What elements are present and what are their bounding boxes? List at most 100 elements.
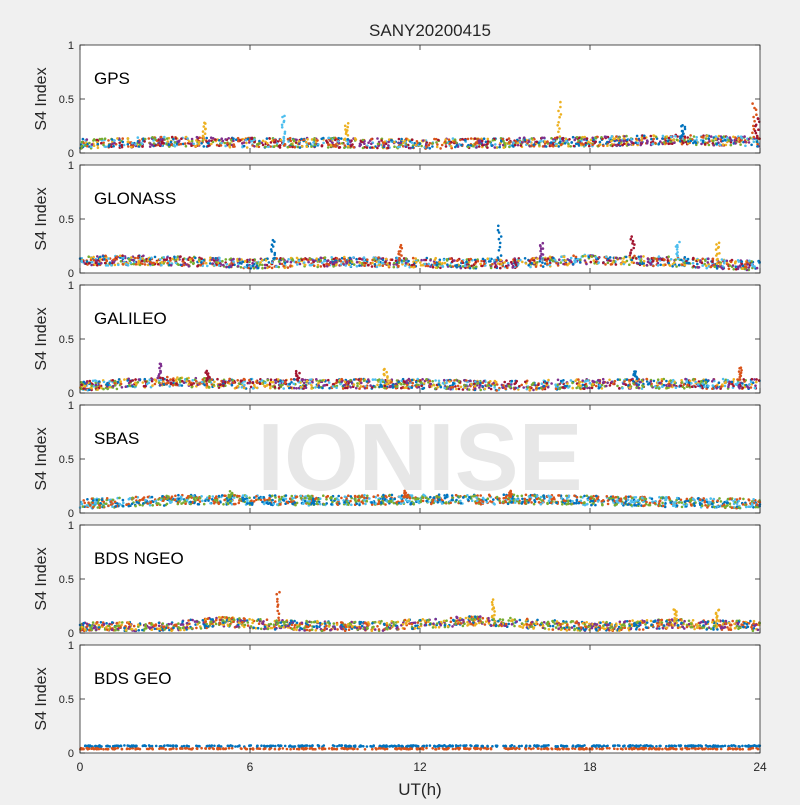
- data-point: [343, 138, 346, 141]
- data-point: [474, 137, 477, 140]
- data-point: [550, 144, 553, 147]
- data-point: [638, 139, 641, 142]
- data-point: [256, 387, 259, 390]
- data-point: [383, 142, 386, 145]
- data-point: [493, 259, 496, 262]
- data-point: [110, 264, 113, 267]
- data-point: [451, 386, 454, 389]
- data-point: [575, 256, 578, 259]
- data-point: [303, 261, 306, 264]
- data-point: [490, 388, 493, 391]
- data-point: [561, 137, 564, 140]
- data-point: [127, 137, 130, 140]
- data-point: [714, 137, 717, 140]
- data-point: [203, 125, 206, 128]
- data-point: [372, 378, 375, 381]
- data-point: [214, 257, 217, 260]
- data-point: [435, 266, 438, 269]
- data-point: [475, 146, 478, 149]
- data-point: [278, 387, 281, 390]
- data-point: [347, 382, 350, 385]
- data-point: [222, 384, 225, 387]
- data-point: [543, 385, 546, 388]
- data-point: [681, 506, 684, 509]
- data-point: [498, 238, 501, 241]
- data-point: [95, 384, 98, 387]
- data-point: [720, 385, 723, 388]
- data-point: [704, 143, 707, 146]
- data-point: [411, 141, 414, 144]
- data-point: [398, 138, 401, 141]
- data-point: [212, 137, 215, 140]
- data-point: [222, 380, 225, 383]
- data-point: [638, 387, 641, 390]
- data-point: [597, 261, 600, 264]
- data-point: [331, 141, 334, 144]
- data-point: [330, 144, 333, 147]
- data-point: [336, 379, 339, 382]
- data-point: [299, 263, 302, 266]
- data-point: [276, 257, 279, 260]
- data-point: [406, 382, 409, 385]
- data-point: [622, 382, 625, 385]
- data-point: [326, 260, 329, 263]
- data-point: [252, 259, 255, 262]
- data-point: [400, 141, 403, 144]
- data-point: [212, 495, 215, 498]
- data-point: [352, 146, 355, 149]
- data-point: [678, 241, 681, 244]
- panel-label: GPS: [94, 69, 130, 88]
- data-point: [572, 263, 575, 266]
- data-point: [425, 145, 428, 148]
- data-point: [137, 136, 140, 139]
- data-point: [380, 139, 383, 142]
- data-point: [608, 379, 611, 382]
- data-point: [160, 138, 163, 141]
- data-point: [658, 142, 661, 145]
- data-point: [466, 258, 469, 261]
- data-point: [630, 138, 633, 141]
- data-point: [719, 143, 722, 146]
- data-point: [90, 264, 93, 267]
- data-point: [220, 142, 223, 145]
- data-point: [601, 387, 604, 390]
- data-point: [594, 137, 597, 140]
- data-point: [204, 122, 207, 125]
- data-point: [586, 495, 589, 498]
- data-point: [465, 261, 468, 264]
- data-point: [206, 265, 209, 268]
- data-point: [268, 261, 271, 264]
- data-point: [439, 147, 442, 150]
- data-point: [606, 141, 609, 144]
- y-tick-label: 0.5: [59, 214, 74, 226]
- data-point: [559, 106, 562, 109]
- data-point: [539, 250, 542, 253]
- data-point: [92, 380, 95, 383]
- data-point: [273, 146, 276, 149]
- data-point: [88, 262, 91, 265]
- data-point: [570, 379, 573, 382]
- data-point: [555, 262, 558, 265]
- data-point: [243, 145, 246, 148]
- data-point: [425, 378, 428, 381]
- data-point: [520, 144, 523, 147]
- data-point: [298, 372, 301, 375]
- data-point: [636, 262, 639, 265]
- data-point: [542, 242, 545, 245]
- data-point: [144, 263, 147, 266]
- data-point: [272, 245, 275, 248]
- data-point: [632, 380, 635, 383]
- data-point: [403, 260, 406, 263]
- data-point: [398, 259, 401, 262]
- data-point: [261, 259, 264, 262]
- data-point: [301, 378, 304, 381]
- data-point: [403, 140, 406, 143]
- data-point: [533, 259, 536, 262]
- data-point: [605, 136, 608, 139]
- data-point: [496, 383, 499, 386]
- data-point: [166, 140, 169, 143]
- data-point: [564, 259, 567, 262]
- data-point: [166, 137, 169, 140]
- data-point: [293, 383, 296, 386]
- data-point: [673, 261, 676, 264]
